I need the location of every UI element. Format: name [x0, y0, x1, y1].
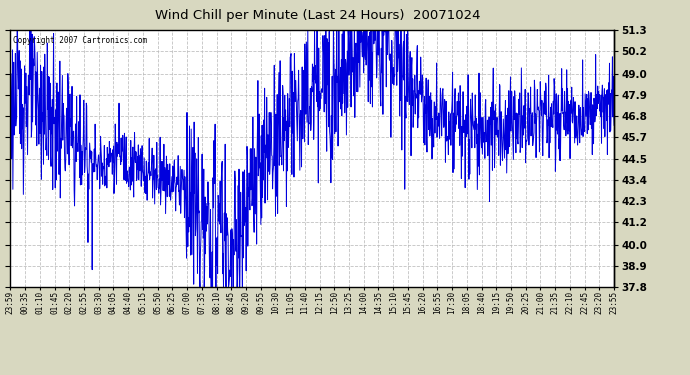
Text: Wind Chill per Minute (Last 24 Hours)  20071024: Wind Chill per Minute (Last 24 Hours) 20…	[155, 9, 480, 22]
Text: Copyright 2007 Cartronics.com: Copyright 2007 Cartronics.com	[13, 36, 148, 45]
